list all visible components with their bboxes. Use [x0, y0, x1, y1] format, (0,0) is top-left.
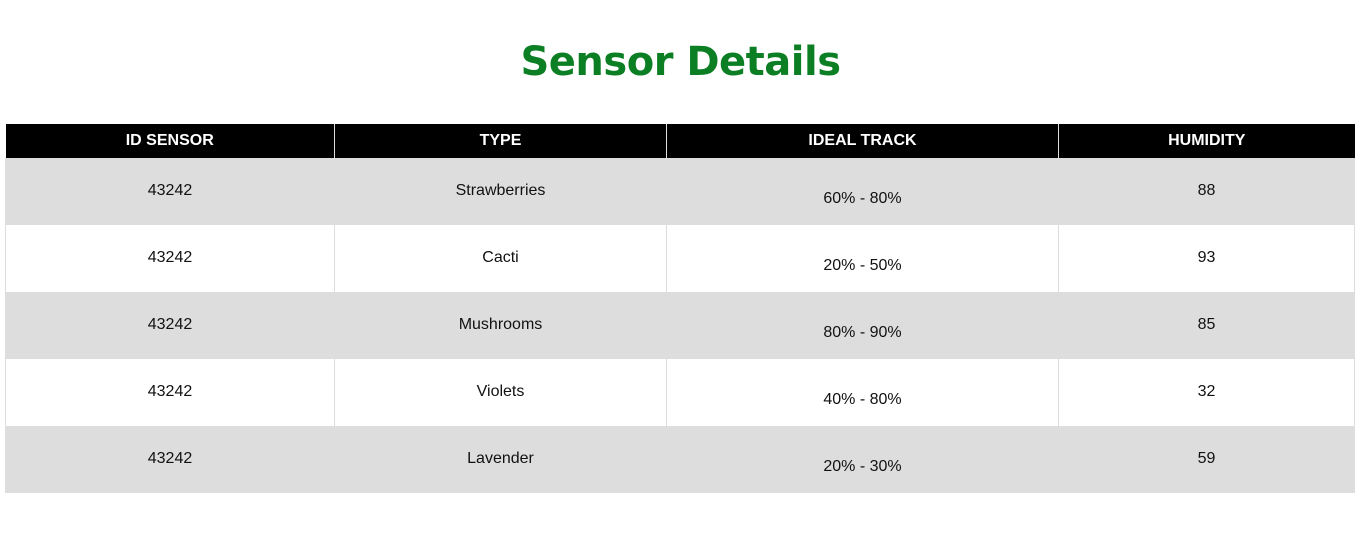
cell-type: Mushrooms: [334, 292, 667, 359]
type-value: Mushrooms: [458, 316, 543, 333]
humidity-value: 32: [1197, 383, 1216, 400]
cell-id-sensor: 43242: [5, 225, 335, 292]
type-value: Cacti: [482, 249, 519, 266]
cell-type: Violets: [334, 359, 667, 426]
id-sensor-value: 43242: [147, 182, 193, 199]
type-value: Strawberries: [455, 182, 546, 199]
cell-type: Cacti: [334, 225, 667, 292]
cell-humidity: 93: [1058, 225, 1355, 292]
ideal-track-value: 20% - 30%: [823, 458, 902, 475]
page-title: Sensor Details: [520, 39, 841, 85]
ideal-track-value: 80% - 90%: [823, 324, 902, 341]
humidity-value: 93: [1197, 249, 1216, 266]
cell-humidity: 85: [1058, 292, 1355, 359]
header-row: ID SENSOR TYPE IDEAL TRACK HUMIDITY: [5, 124, 1355, 158]
id-sensor-value: 43242: [147, 383, 193, 400]
table-row: 43242 Lavender 20% - 30% 59: [5, 426, 1355, 493]
table-row: 43242 Cacti 20% - 50% 93: [5, 225, 1355, 292]
cell-humidity: 32: [1058, 359, 1355, 426]
column-header-type: TYPE: [334, 124, 667, 158]
humidity-value: 85: [1197, 316, 1216, 333]
cell-id-sensor: 43242: [5, 426, 335, 493]
cell-id-sensor: 43242: [5, 158, 335, 225]
table-header: ID SENSOR TYPE IDEAL TRACK HUMIDITY: [5, 124, 1355, 158]
column-header-humidity: HUMIDITY: [1058, 124, 1355, 158]
sensor-table: ID SENSOR TYPE IDEAL TRACK HUMIDITY 4324…: [5, 124, 1355, 493]
column-header-ideal-track: IDEAL TRACK: [666, 124, 1059, 158]
type-value: Lavender: [467, 450, 534, 467]
cell-humidity: 59: [1058, 426, 1355, 493]
cell-ideal-track: 20% - 30%: [666, 426, 1059, 493]
table-row: 43242 Violets 40% - 80% 32: [5, 359, 1355, 426]
id-sensor-value: 43242: [147, 450, 193, 467]
ideal-track-value: 40% - 80%: [823, 391, 902, 408]
cell-id-sensor: 43242: [5, 292, 335, 359]
table-row: 43242 Strawberries 60% - 80% 88: [5, 158, 1355, 225]
ideal-track-value: 60% - 80%: [823, 190, 902, 207]
cell-ideal-track: 40% - 80%: [666, 359, 1059, 426]
ideal-track-value: 20% - 50%: [823, 257, 902, 274]
cell-ideal-track: 80% - 90%: [666, 292, 1059, 359]
id-sensor-value: 43242: [147, 316, 193, 333]
cell-id-sensor: 43242: [5, 359, 335, 426]
column-header-id-sensor: ID SENSOR: [5, 124, 335, 158]
cell-ideal-track: 20% - 50%: [666, 225, 1059, 292]
table-body: 43242 Strawberries 60% - 80% 88 43242 Ca…: [5, 158, 1355, 493]
humidity-value: 88: [1197, 182, 1216, 199]
type-value: Violets: [476, 383, 525, 400]
table-row: 43242 Mushrooms 80% - 90% 85: [5, 292, 1355, 359]
cell-ideal-track: 60% - 80%: [666, 158, 1059, 225]
id-sensor-value: 43242: [147, 249, 193, 266]
humidity-value: 59: [1197, 450, 1216, 467]
cell-type: Lavender: [334, 426, 667, 493]
cell-humidity: 88: [1058, 158, 1355, 225]
cell-type: Strawberries: [334, 158, 667, 225]
